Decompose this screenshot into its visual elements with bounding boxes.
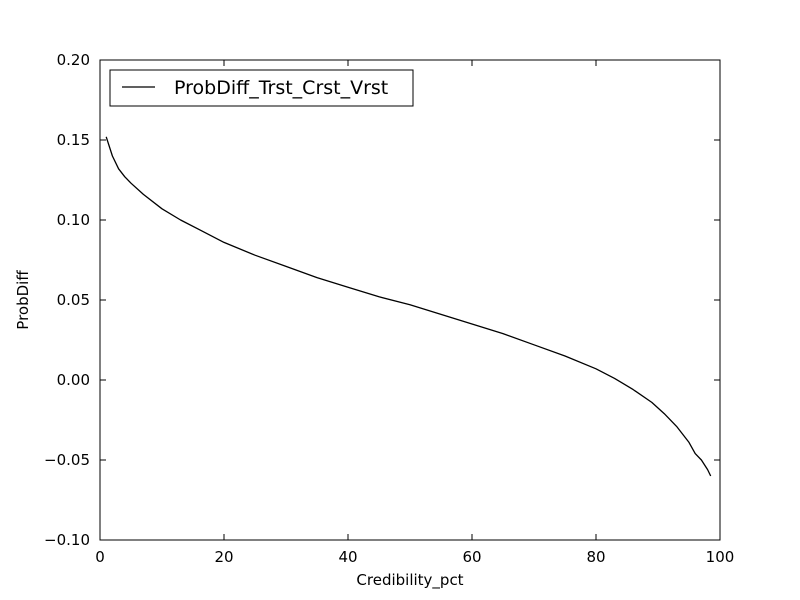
y-tick-label: 0.10 [57,211,90,229]
legend-label: ProbDiff_Trst_Crst_Vrst [174,77,388,99]
x-tick-label: 20 [214,548,233,566]
y-tick-label: 0.00 [57,371,90,389]
x-tick-label: 80 [586,548,605,566]
y-tick-label: 0.05 [57,291,90,309]
y-tick-label: 0.15 [57,131,90,149]
x-tick-label: 0 [95,548,105,566]
x-tick-label: 60 [462,548,481,566]
y-tick-label: −0.10 [44,531,90,549]
legend: ProbDiff_Trst_Crst_Vrst [109,69,414,107]
y-tick-label: 0.20 [57,51,90,69]
plot-area [100,60,720,540]
x-axis-label: Credibility_pct [356,571,463,590]
y-tick-label: −0.05 [44,451,90,469]
series-line [105,136,712,477]
x-tick-label: 40 [338,548,357,566]
legend-box [109,69,414,107]
plot-frame [99,59,721,541]
y-axis-label: ProbDiff [14,270,32,330]
x-tick-label: 100 [706,548,735,566]
tick-labels: 0 20 40 60 80 100 −0.10 −0.05 0.00 0.05 0.10 0.15 0.… [44,51,734,566]
